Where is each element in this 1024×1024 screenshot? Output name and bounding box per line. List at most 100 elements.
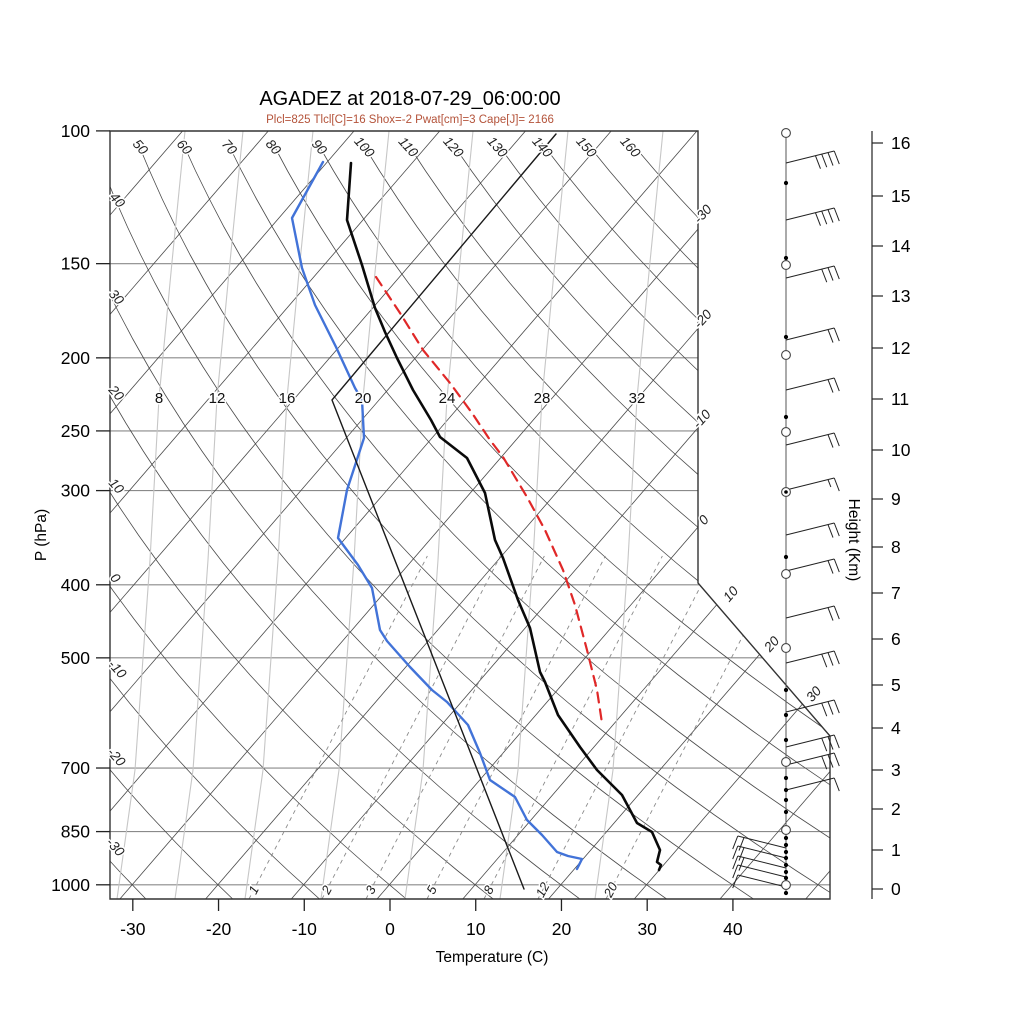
grid-layer (110, 131, 1024, 899)
isotherm-line--40 (110, 131, 698, 899)
wind-barb-feather (833, 650, 840, 665)
dry-adiabat-label-top-140: 140 (529, 134, 556, 161)
plot-border (109, 130, 831, 900)
dry-adiabat-label-top-150: 150 (573, 134, 600, 161)
moist-adiabat-line-20 (320, 131, 390, 899)
isotherm-line--90 (110, 131, 269, 899)
wind-barb (732, 835, 787, 851)
pressure-tick-label-150: 150 (61, 254, 90, 274)
parcel-curve (374, 275, 604, 725)
temp-tick-label--10: -10 (292, 919, 318, 939)
wind-barb-feather (827, 434, 834, 448)
wind-barb-staff (785, 522, 835, 536)
isotherm-label-right--20: -20 (691, 306, 716, 331)
dry-adiabat-line-130 (496, 142, 830, 899)
wind-barb (785, 522, 840, 538)
wind-barb (785, 207, 840, 226)
wind-barb-staff (785, 777, 835, 791)
wind-level-dot (783, 875, 789, 881)
dry-adiabat-line-50 (137, 142, 830, 899)
wind-barb-feather (827, 652, 834, 666)
wind-barb (732, 874, 787, 889)
height-tick-label-3: 3 (891, 760, 901, 780)
mixing-ratio-line-8 (483, 555, 663, 899)
wind-barb-staff (737, 855, 787, 869)
wind-barb-feather (833, 522, 840, 537)
wind-barb (785, 150, 840, 169)
moist-adiabat-label-16: 16 (279, 390, 296, 407)
wind-barb-staff (737, 864, 787, 878)
height-axis-title: Height (Km) (845, 499, 862, 582)
wind-level-dot (783, 797, 789, 803)
height-tick-label-9: 9 (891, 489, 901, 509)
height-tick-label-6: 6 (891, 629, 901, 649)
moist-adiabat-label-8: 8 (155, 390, 163, 407)
isotherm-label-right--30: -30 (691, 201, 716, 226)
wind-barb-feather (827, 267, 834, 281)
dry-adiabat-label-top-60: 60 (174, 136, 196, 158)
wind-barb-feather (821, 210, 828, 225)
wind-barb-feather (827, 379, 834, 393)
wind-level-dot (783, 775, 789, 781)
wind-barb-feather (732, 845, 739, 860)
isotherm-line--30 (119, 131, 783, 899)
height-tick-label-0: 0 (891, 879, 901, 899)
temp-tick-label--20: -20 (206, 919, 232, 939)
wind-barb-feather (833, 605, 840, 620)
wind-barb-feather (833, 777, 840, 792)
dry-adiabat-label-left--10: -10 (105, 657, 130, 682)
wind-barb-feather (821, 268, 828, 283)
wind-barb-feather (833, 699, 840, 714)
wind-barb-staff (785, 605, 835, 619)
dry-adiabat-line-20 (110, 142, 581, 899)
mixing-ratio-line-20 (605, 555, 785, 899)
dry-adiabat-line-70 (227, 142, 830, 899)
moist-adiabat-line-8 (116, 131, 186, 899)
wind-barb (785, 477, 840, 492)
wind-barb-feather (738, 857, 745, 871)
wind-barb-feather (833, 265, 840, 280)
dry-adiabat-label-left--20: -20 (104, 745, 129, 770)
wind-barb (732, 845, 787, 861)
wind-barb-feather (833, 477, 840, 492)
isotherm-line--100 (110, 131, 183, 899)
wind-barb-feather (827, 209, 834, 223)
wind-barb-feather (833, 327, 840, 342)
dry-adiabat-label-top-100: 100 (351, 134, 378, 161)
isotherm-line--80 (110, 131, 355, 899)
wind-barb-feather (738, 837, 745, 851)
curves-layer (290, 133, 663, 890)
height-tick-label-16: 16 (891, 133, 910, 153)
dry-adiabat-line-40 (110, 142, 754, 899)
height-tick-label-14: 14 (891, 236, 911, 256)
moist-adiabat-label-24: 24 (439, 390, 456, 407)
height-tick-label-13: 13 (891, 286, 910, 306)
isotherm-line-60 (891, 131, 1024, 899)
wind-barb-feather (738, 847, 745, 861)
temp-axis-title: Temperature (C) (436, 949, 549, 966)
isotherm-line-20 (548, 131, 830, 899)
wind-barb-half-feather (827, 479, 832, 488)
aux-line-curve (331, 133, 557, 890)
height-tick-label-4: 4 (891, 718, 901, 738)
pressure-axis-title: P (hPa) (33, 509, 50, 561)
wind-level-dot (783, 862, 789, 868)
wind-level-dot (783, 687, 789, 693)
pressure-tick-label-1000: 1000 (51, 875, 90, 895)
wind-barb-feather (732, 874, 739, 889)
dry-adiabat-label-top-50: 50 (130, 136, 152, 158)
height-tick-label-10: 10 (891, 440, 911, 460)
moist-adiabat-label-32: 32 (629, 390, 646, 407)
wind-barb (785, 327, 840, 343)
temp-tick-label--30: -30 (120, 919, 146, 939)
wind-level-dot (783, 180, 789, 186)
wind-barb-staff (785, 432, 835, 446)
dewpoint-curve (290, 160, 584, 871)
wind-barb-feather (827, 152, 834, 166)
height-tick-label-8: 8 (891, 537, 901, 557)
pressure-tick-label-300: 300 (61, 481, 90, 501)
temp-tick-label-40: 40 (723, 919, 743, 939)
wind-barb (785, 650, 840, 668)
wind-barb-feather (827, 524, 834, 538)
